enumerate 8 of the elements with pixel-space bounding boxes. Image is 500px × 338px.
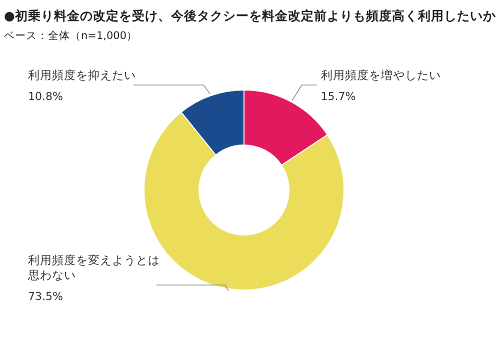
chart-title: ●初乗り料金の改定を受け、今後タクシーを料金改定前よりも頻度高く利用したいか <box>4 8 497 23</box>
slice-label: 利用頻度を増やしたい <box>320 68 441 82</box>
slice-label: 利用頻度を抑えたい <box>28 68 136 82</box>
slice-label: 利用頻度を変えようとは思わない <box>27 253 160 282</box>
chart-subtitle: ベース：全体（n=1,000） <box>4 30 138 42</box>
data-label: 73.5% <box>28 290 63 303</box>
data-label: 15.7% <box>320 90 356 103</box>
data-label: 10.8% <box>28 90 63 103</box>
